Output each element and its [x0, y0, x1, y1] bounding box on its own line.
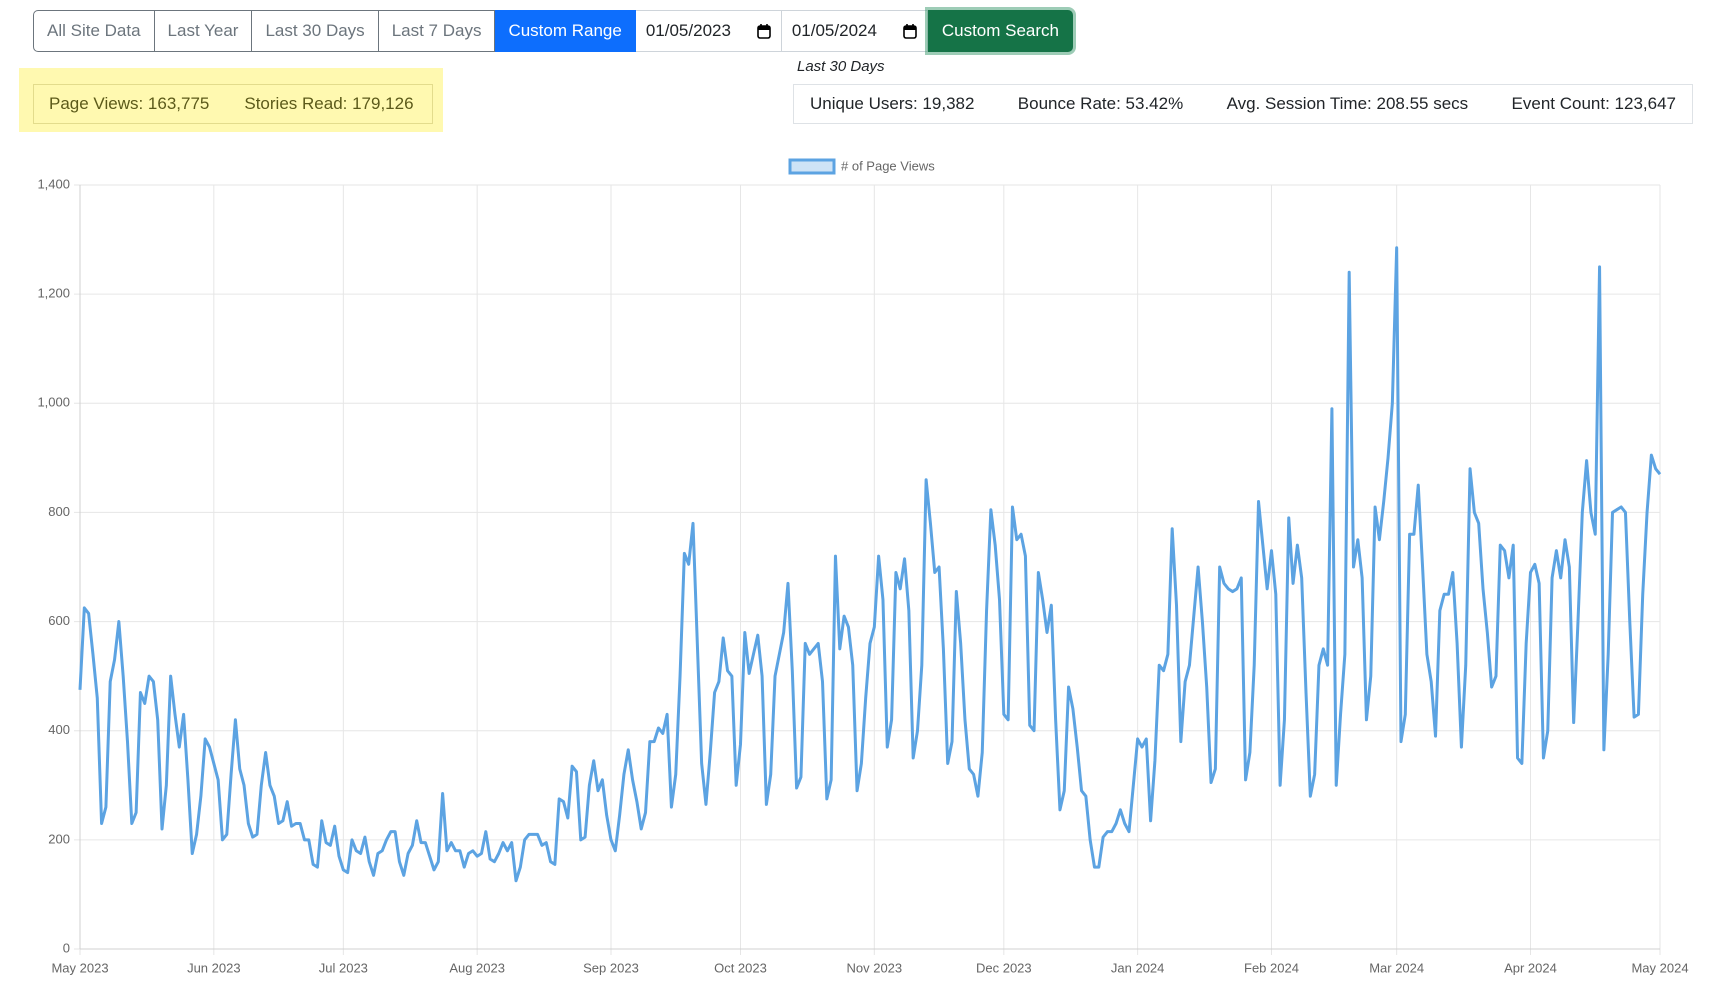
y-tick-label: 800: [48, 504, 70, 519]
stat: Avg. Session Time: 208.55 secs: [1226, 94, 1469, 113]
stat: Event Count: 123,647: [1511, 94, 1676, 113]
x-tick-label: May 2023: [51, 960, 108, 975]
date-text: 01/05/2024: [791, 21, 877, 40]
y-tick-label: 200: [48, 831, 70, 846]
range-button[interactable]: Custom Range: [495, 10, 636, 52]
legend-swatch: [788, 158, 836, 175]
series-line: [78, 246, 1662, 883]
x-tick-label: Feb 2024: [1244, 960, 1299, 975]
x-tick-label: Jul 2023: [319, 960, 368, 975]
calendar-icon: [903, 23, 917, 39]
range-button[interactable]: Last Year: [154, 10, 253, 52]
calendar-icon: [757, 23, 771, 39]
x-tick-label: Oct 2023: [714, 960, 767, 975]
x-tick-label: Aug 2023: [449, 960, 505, 975]
x-tick-label: Nov 2023: [846, 960, 902, 975]
y-tick-label: 600: [48, 613, 70, 628]
date-text: 01/05/2023: [645, 21, 731, 40]
y-tick-label: 0: [63, 940, 70, 955]
stats-caption: Last 30 Days: [797, 58, 885, 75]
stats: Unique Users: 19,382 Bounce Rate: 53.42%…: [793, 84, 1693, 124]
x-tick-label: Dec 2023: [976, 960, 1032, 975]
y-tick-label: 400: [48, 722, 70, 737]
date-input[interactable]: 01/05/2023: [635, 10, 782, 52]
x-tick-label: Apr 2024: [1504, 960, 1557, 975]
legend-label: # of Page Views: [841, 158, 935, 173]
summary-item: Page Views: 163,775: [49, 94, 210, 113]
y-tick-label: 1,000: [37, 395, 70, 410]
summary-highlight: Page Views: 163,775 Stories Read: 179,12…: [19, 68, 443, 132]
search-button[interactable]: Custom Search: [927, 10, 1074, 52]
x-tick-label: Jun 2023: [187, 960, 241, 975]
x-tick-label: Sep 2023: [583, 960, 639, 975]
x-tick-label: Jan 2024: [1111, 960, 1165, 975]
x-tick-label: May 2024: [1631, 960, 1688, 975]
stat: Bounce Rate: 53.42%: [1017, 94, 1184, 113]
toolbar: All Site Data Last Year Last 30 Days Last 7…: [33, 10, 1074, 52]
y-tick-label: 1,200: [37, 286, 70, 301]
summary-item: Stories Read: 179,126: [244, 94, 414, 113]
range-button[interactable]: All Site Data: [33, 10, 155, 52]
y-tick-label: 1,400: [37, 176, 70, 191]
date-input[interactable]: 01/05/2024: [781, 10, 928, 52]
stat: Unique Users: 19,382: [810, 94, 975, 113]
range-button[interactable]: Last 30 Days: [252, 10, 379, 52]
range-button[interactable]: Last 7 Days: [378, 10, 496, 52]
summary: Page Views: 163,775 Stories Read: 179,12…: [33, 84, 433, 124]
x-tick-label: Mar 2024: [1369, 960, 1424, 975]
